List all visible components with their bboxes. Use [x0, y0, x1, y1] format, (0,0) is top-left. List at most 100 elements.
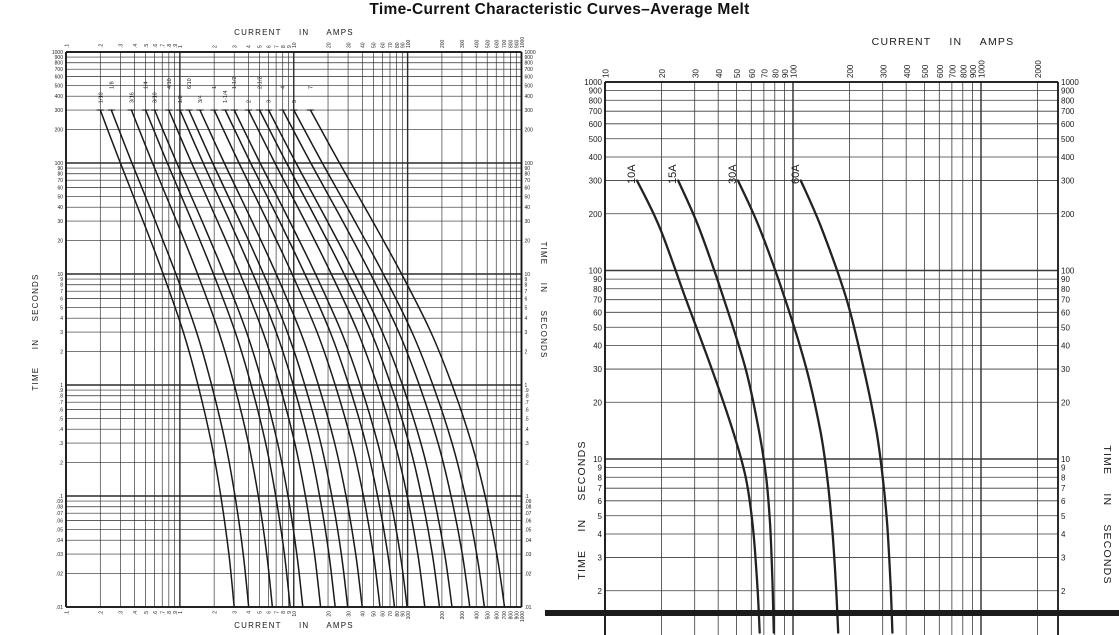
curve-7	[309, 109, 506, 608]
svg-text:.2: .2	[99, 611, 105, 615]
svg-text:.8: .8	[59, 394, 63, 400]
svg-text:.06: .06	[525, 519, 532, 525]
curve-1/2	[179, 109, 336, 608]
svg-text:1000: 1000	[520, 611, 526, 622]
svg-text:.03: .03	[56, 552, 63, 558]
curve-6/10	[188, 109, 349, 608]
curve-label-1-1/2: 1-1/2	[232, 76, 238, 89]
svg-text:1: 1	[60, 383, 63, 389]
svg-text:200: 200	[440, 611, 446, 620]
curve-2-1/2	[258, 109, 441, 608]
curve-1/8	[110, 109, 250, 608]
svg-text:.4: .4	[133, 44, 139, 48]
svg-text:50: 50	[593, 323, 602, 332]
page-title: Time-Current Characteristic Curves–Avera…	[369, 1, 750, 18]
svg-text:8: 8	[281, 45, 287, 48]
svg-text:.08: .08	[525, 505, 532, 511]
svg-text:80: 80	[395, 611, 401, 617]
svg-text:900: 900	[515, 611, 521, 620]
svg-text:.5: .5	[144, 611, 150, 615]
svg-text:400: 400	[1061, 153, 1075, 162]
svg-text:900: 900	[55, 55, 64, 61]
svg-text:2: 2	[1061, 587, 1066, 596]
svg-text:200: 200	[525, 127, 534, 133]
svg-text:700: 700	[1061, 107, 1075, 116]
svg-text:900: 900	[515, 39, 521, 48]
svg-text:.1: .1	[525, 494, 529, 500]
curve-label-2-1/2: 2-1/2	[257, 76, 263, 89]
svg-text:.02: .02	[56, 571, 63, 577]
svg-text:60: 60	[525, 186, 531, 192]
svg-text:300: 300	[525, 108, 534, 114]
svg-text:200: 200	[440, 39, 446, 48]
svg-text:500: 500	[921, 64, 930, 78]
svg-text:800: 800	[1061, 96, 1075, 105]
svg-text:60: 60	[57, 186, 63, 192]
svg-text:9: 9	[598, 464, 603, 473]
svg-text:100: 100	[1061, 267, 1075, 276]
curve-label-10A: 10A	[626, 164, 638, 184]
svg-text:3: 3	[1061, 554, 1066, 563]
svg-text:700: 700	[502, 611, 508, 620]
svg-text:6: 6	[1061, 497, 1066, 506]
svg-text:9: 9	[287, 45, 293, 48]
svg-text:4: 4	[1061, 530, 1066, 539]
svg-text:7: 7	[274, 611, 280, 614]
svg-text:60: 60	[381, 611, 387, 617]
svg-text:30: 30	[593, 365, 602, 374]
y-axis-title-left: TIME IN SECONDS	[31, 273, 40, 390]
svg-text:1000: 1000	[520, 37, 526, 48]
svg-text:800: 800	[55, 61, 64, 67]
svg-text:10: 10	[602, 69, 611, 78]
svg-text:100: 100	[55, 161, 64, 167]
curve-label-1: 1	[212, 86, 218, 89]
curve-label-1/8: 1/8	[109, 81, 115, 89]
svg-text:.05: .05	[525, 527, 532, 533]
svg-text:.7: .7	[525, 400, 529, 406]
svg-text:9: 9	[525, 277, 528, 283]
svg-text:60: 60	[1061, 308, 1070, 317]
svg-text:.6: .6	[59, 408, 63, 414]
svg-text:30: 30	[1061, 365, 1070, 374]
svg-text:8: 8	[598, 473, 603, 482]
svg-text:40: 40	[715, 69, 724, 78]
svg-text:50: 50	[57, 194, 63, 200]
svg-text:40: 40	[361, 611, 367, 617]
svg-text:1: 1	[525, 383, 528, 389]
x-axis-title-top: CURRENT IN AMPS	[234, 28, 354, 37]
svg-text:90: 90	[781, 69, 790, 78]
svg-text:8: 8	[281, 611, 287, 614]
curve-1/10	[99, 109, 235, 608]
svg-text:.5: .5	[525, 416, 529, 422]
svg-text:70: 70	[388, 611, 394, 617]
svg-text:7: 7	[525, 289, 528, 295]
scan-artifact-bar	[545, 610, 1119, 616]
svg-text:30: 30	[525, 219, 531, 225]
y-axis-title-left: TIME IN SECONDS	[576, 440, 588, 579]
curve-label-5: 5	[292, 100, 298, 103]
svg-text:3: 3	[525, 330, 528, 336]
svg-text:10: 10	[292, 42, 298, 48]
svg-text:.9: .9	[525, 388, 529, 394]
svg-text:90: 90	[57, 166, 63, 172]
svg-text:90: 90	[401, 42, 407, 48]
grid-lines	[604, 81, 1058, 635]
svg-text:10: 10	[292, 611, 298, 617]
svg-text:800: 800	[525, 61, 534, 67]
svg-text:.06: .06	[56, 519, 63, 525]
svg-text:200: 200	[55, 127, 64, 133]
svg-text:40: 40	[361, 42, 367, 48]
svg-text:4: 4	[60, 316, 63, 322]
svg-text:.9: .9	[173, 44, 179, 48]
svg-text:80: 80	[593, 285, 602, 294]
svg-text:700: 700	[502, 39, 508, 48]
x-axis-title-top: CURRENT IN AMPS	[872, 36, 1015, 48]
svg-text:300: 300	[589, 177, 603, 186]
svg-text:.9: .9	[59, 388, 63, 394]
svg-text:20: 20	[658, 69, 667, 78]
svg-text:80: 80	[771, 69, 780, 78]
svg-text:900: 900	[525, 55, 534, 61]
svg-text:.7: .7	[160, 611, 166, 615]
svg-text:.04: .04	[525, 538, 532, 544]
